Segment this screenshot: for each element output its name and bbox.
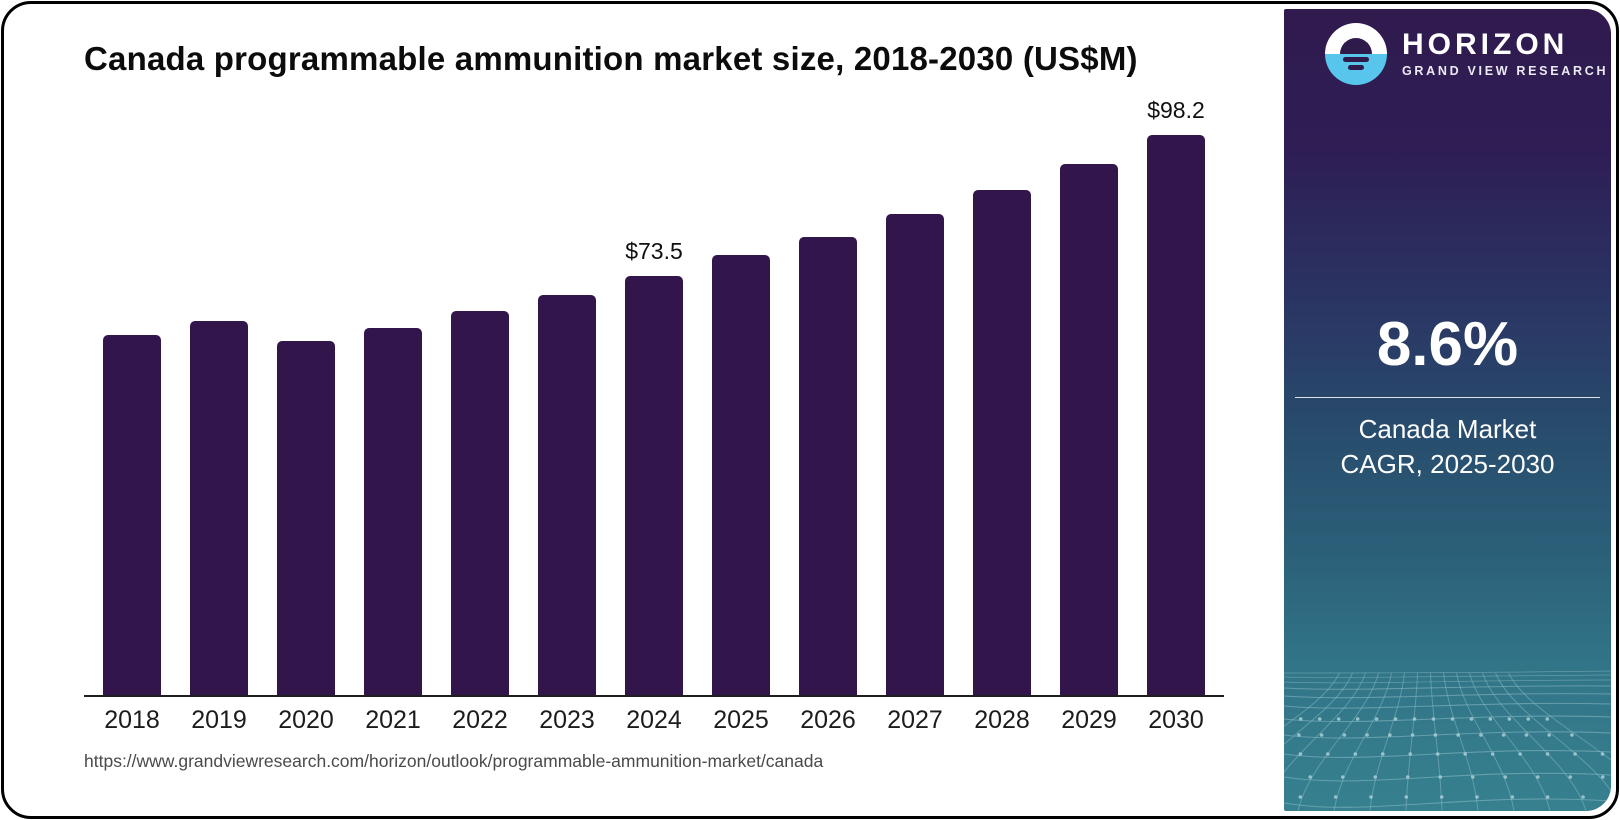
- bar-column: [886, 214, 944, 695]
- bar-column: [973, 190, 1031, 695]
- bar-2025: [712, 255, 770, 695]
- bar-2021: [364, 328, 422, 695]
- bar-2019: [190, 321, 248, 695]
- bar-2026: [799, 237, 857, 695]
- chart-title: Canada programmable ammunition market si…: [84, 40, 1138, 77]
- cagr-caption-line2: CAGR, 2025-2030: [1340, 449, 1555, 480]
- bar-2022: [451, 311, 509, 695]
- stat-divider: [1295, 397, 1600, 399]
- bar-column: [538, 295, 596, 695]
- x-tick-label: 2022: [452, 706, 508, 734]
- bar-column: [277, 341, 335, 695]
- bar-column: [799, 237, 857, 695]
- horizon-logo: HORIZON GRAND VIEW RESEARCH: [1325, 23, 1608, 85]
- cagr-stat-block: 8.6% Canada Market CAGR, 2025-2030: [1284, 312, 1611, 482]
- bar-2027: [886, 214, 944, 695]
- bar-column: [451, 311, 509, 695]
- bar-2030: [1147, 135, 1205, 695]
- cagr-value: 8.6%: [1376, 310, 1519, 379]
- bar-chart: $73.5 $98.2: [84, 97, 1224, 697]
- bar-column: [190, 321, 248, 695]
- bar-column: $73.5: [625, 238, 683, 695]
- bar-2018: [103, 335, 161, 695]
- horizon-logo-icon: [1325, 23, 1387, 85]
- x-tick-label: 2020: [278, 706, 334, 734]
- x-tick-label: 2023: [539, 706, 595, 734]
- sun-reflection-line-icon: [1348, 65, 1364, 70]
- bar-column: [712, 255, 770, 695]
- brand-name: HORIZON: [1402, 28, 1569, 62]
- x-tick-label: 2026: [800, 706, 856, 734]
- brand-panel: HORIZON GRAND VIEW RESEARCH 8.6% Canada …: [1284, 9, 1611, 811]
- bar-2023: [538, 295, 596, 695]
- bar-2029: [1060, 164, 1118, 695]
- bar-2024: [625, 276, 683, 695]
- bar-2028: [973, 190, 1031, 695]
- x-tick-label: 2021: [365, 706, 421, 734]
- bar-column: [1060, 164, 1118, 695]
- logo-text: HORIZON GRAND VIEW RESEARCH: [1402, 30, 1608, 78]
- bar-2020: [277, 341, 335, 695]
- x-axis-labels: 2018 2019 2020 2021 2022 2023 2024 2025 2026 2027…: [84, 706, 1224, 735]
- mesh-decoration: [1284, 670, 1611, 811]
- brand-subtitle: GRAND VIEW RESEARCH: [1402, 64, 1609, 79]
- source-url: https://www.grandviewresearch.com/horizo…: [84, 751, 824, 771]
- x-tick-label: 2019: [191, 706, 247, 734]
- x-tick-label: 2030: [1148, 706, 1204, 734]
- cagr-caption-line1: Canada Market: [1358, 414, 1537, 445]
- bar-value-label: $98.2: [1147, 97, 1205, 123]
- bar-column: $98.2: [1147, 97, 1205, 695]
- sun-dome-icon: [1340, 38, 1372, 54]
- bar-column: [364, 328, 422, 695]
- x-tick-label: 2027: [887, 706, 943, 734]
- sun-reflection-line-icon: [1343, 57, 1369, 62]
- bar-column: [103, 335, 161, 695]
- x-tick-label: 2025: [713, 706, 769, 734]
- x-tick-label: 2018: [104, 706, 160, 734]
- bar-value-label: $73.5: [625, 238, 683, 264]
- x-tick-label: 2028: [974, 706, 1030, 734]
- x-tick-label: 2024: [626, 706, 682, 734]
- x-tick-label: 2029: [1061, 706, 1117, 734]
